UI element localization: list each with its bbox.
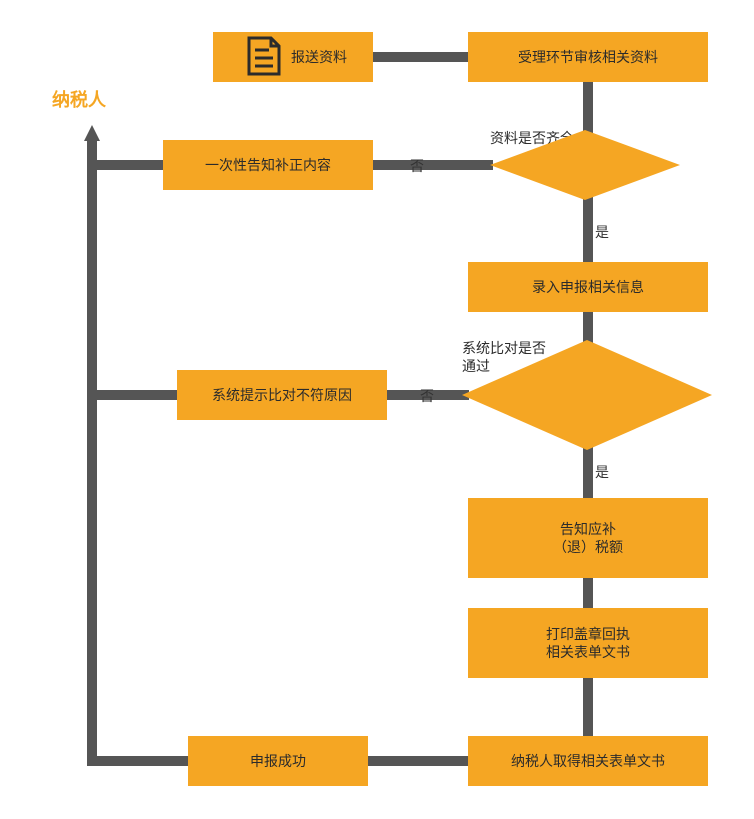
title-taxpayer: 纳税人 — [52, 86, 106, 112]
edge-line — [373, 160, 493, 170]
node-n10: 申报成功 — [188, 736, 368, 786]
edge-line — [87, 140, 97, 766]
edge-line — [92, 756, 190, 766]
node-label: 告知应补 （退）税额 — [553, 520, 623, 556]
node-label: 录入申报相关信息 — [532, 278, 644, 296]
node-label: 一次性告知补正内容 — [205, 156, 331, 174]
edge-line — [583, 678, 593, 738]
node-n7: 告知应补 （退）税额 — [468, 498, 708, 578]
edge-label: 是 — [595, 222, 609, 242]
edge-label: 是 — [595, 462, 609, 482]
node-label: 纳税人取得相关表单文书 — [511, 752, 665, 770]
node-label: 系统提示比对不符原因 — [212, 386, 352, 404]
edge-line — [583, 578, 593, 610]
document-icon — [247, 36, 281, 79]
node-label: 打印盖章回执 相关表单文书 — [546, 625, 630, 661]
node-n4: 录入申报相关信息 — [468, 262, 708, 312]
edge-line — [87, 160, 165, 170]
node-label: 申报成功 — [250, 752, 306, 770]
node-n5: 系统比对是否 通过 — [462, 340, 712, 450]
edge-line — [368, 756, 470, 766]
node-n2: 资料是否齐全 — [490, 130, 680, 200]
node-n6: 系统提示比对不符原因 — [177, 370, 387, 420]
edge-line — [373, 52, 468, 62]
edge-line — [92, 390, 179, 400]
node-n3: 一次性告知补正内容 — [163, 140, 373, 190]
edge-label: 否 — [410, 156, 424, 176]
node-n0: 报送资料 — [213, 32, 373, 82]
node-label: 报送资料 — [291, 47, 347, 67]
arrow-return-to-taxpayer — [84, 125, 100, 141]
flowchart-canvas: 纳税人 否是否是 报送资料受理环节审核相关资料资料是否齐全一次性告知补正内容录入… — [0, 0, 754, 819]
edge-line — [583, 195, 593, 263]
node-label: 受理环节审核相关资料 — [518, 48, 658, 66]
edge-line — [583, 82, 593, 137]
node-n1: 受理环节审核相关资料 — [468, 32, 708, 82]
edge-label: 否 — [420, 386, 434, 406]
node-n9: 纳税人取得相关表单文书 — [468, 736, 708, 786]
node-n8: 打印盖章回执 相关表单文书 — [468, 608, 708, 678]
